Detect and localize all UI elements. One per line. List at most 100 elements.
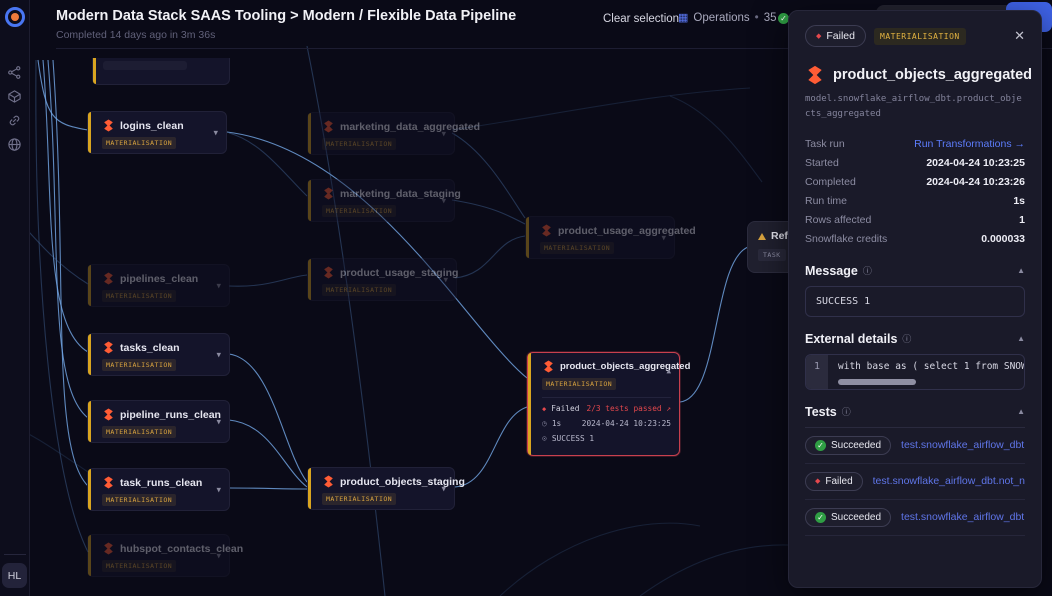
test-link[interactable]: test.snowflake_airflow_dbt.not_null_pr (901, 511, 1025, 524)
status-badge: ◆ Failed (805, 25, 866, 47)
chevron-down-icon[interactable]: ▾ (216, 484, 221, 494)
detail-row: Snowflake credits 0.000033 (805, 230, 1025, 249)
chevron-down-icon[interactable]: ▾ (661, 232, 666, 242)
detail-label: Started (805, 157, 839, 170)
node-status-stripe (528, 353, 531, 455)
status-badge-label: Failed (826, 30, 855, 42)
dbt-icon (322, 266, 335, 279)
test-status-label: Succeeded (831, 439, 882, 451)
dbt-icon (102, 272, 115, 285)
node-label: logins_clean (120, 119, 184, 132)
detail-row: Completed 2024-04-24 10:23:26 (805, 173, 1025, 192)
breadcrumb-title: Modern Data Stack SAAS Tooling > Modern … (56, 8, 517, 24)
node-product-objects-staging[interactable]: product_objects_staging MATERIALISATION … (307, 467, 465, 510)
collapse-icon[interactable]: ▲ (1017, 407, 1025, 417)
node-tasks-clean[interactable]: tasks_clean MATERIALISATION ▾ (87, 333, 230, 376)
node-pipeline-runs-clean[interactable]: pipeline_runs_clean MATERIALISATION ▾ (87, 400, 230, 443)
collapse-icon[interactable]: ▲ (1017, 334, 1025, 344)
node-runtime: 1s (551, 419, 562, 428)
dbt-icon (102, 542, 115, 555)
tests-summary-link[interactable]: 2/3 tests passed ↗ (586, 404, 672, 413)
collapse-icon[interactable]: ▲ (1017, 266, 1025, 276)
top-header: Modern Data Stack SAAS Tooling > Modern … (30, 0, 1052, 50)
node-hubspot-contacts-clean[interactable]: hubspot_contacts_clean MATERIALISATION ▾ (87, 534, 243, 577)
user-avatar[interactable]: HL (2, 563, 27, 588)
node-partial-top[interactable] (92, 58, 230, 85)
chevron-down-icon[interactable]: ▾ (441, 128, 446, 138)
node-pipelines-clean[interactable]: pipelines_clean MATERIALISATION ▾ (87, 264, 230, 307)
chevron-down-icon[interactable]: ▾ (216, 280, 221, 290)
dbt-icon (805, 65, 825, 85)
node-label: product_objects_staging (340, 475, 465, 488)
node-status-stripe (308, 259, 311, 300)
detail-value: 0.000033 (981, 233, 1025, 246)
detail-row: Task run Run Transformations → (805, 135, 1025, 154)
link-icon[interactable] (7, 113, 22, 128)
close-icon[interactable]: ✕ (1014, 28, 1025, 43)
test-link[interactable]: test.snowflake_airflow_dbt.unique_pro (901, 439, 1025, 452)
failed-diamond-icon: ◆ (542, 404, 547, 413)
chevron-down-icon[interactable]: ▾ (216, 416, 221, 426)
node-label: product_objects_aggregated (560, 361, 691, 372)
node-status-stripe (526, 217, 529, 258)
operations-counter[interactable]: ▦ Operations • 35 (678, 12, 777, 24)
tests-divider (805, 426, 1025, 428)
separator-dot: • (754, 12, 759, 24)
test-row: ◆ Failed test.snowflake_airflow_dbt.not_… (805, 464, 1025, 500)
node-product-usage-aggregated[interactable]: product_usage_aggregated MATERIALISATION… (525, 216, 696, 259)
run-status-subtitle: Completed 14 days ago in 3m 36s (56, 29, 216, 41)
node-task-runs-clean[interactable]: task_runs_clean MATERIALISATION ▾ (87, 468, 230, 511)
detail-label: Task run (805, 138, 845, 151)
line-number: 1 (806, 354, 828, 389)
materialisation-badge: MATERIALISATION (322, 205, 397, 217)
node-status-stripe (88, 112, 91, 153)
materialisation-badge: MATERIALISATION (540, 242, 615, 254)
external-details-section-header: External details ⓘ ▲ (805, 332, 1025, 346)
app-logo[interactable] (4, 7, 25, 27)
horizontal-scrollbar[interactable] (838, 378, 916, 385)
panel-title: product_objects_aggregated (833, 67, 1033, 83)
operations-label: Operations (693, 12, 750, 24)
dbt-icon (542, 360, 555, 373)
chevron-down-icon[interactable]: ▾ (441, 195, 446, 205)
clear-selection-button[interactable]: Clear selection (603, 13, 680, 25)
chevron-down-icon[interactable]: ▾ (441, 483, 446, 493)
materialisation-badge: MATERIALISATION (102, 290, 177, 302)
detail-value: 1s (1013, 195, 1025, 208)
materialisation-badge: MATERIALISATION (542, 378, 617, 390)
info-icon: ⓘ (862, 266, 872, 277)
pipeline-graph-icon[interactable] (7, 65, 22, 80)
chevron-up-icon[interactable]: ▴ (666, 365, 671, 376)
node-status-stripe (308, 180, 311, 221)
node-status-stripe (88, 401, 91, 442)
test-status-badge: ✓ Succeeded (805, 435, 892, 455)
node-logins-clean[interactable]: logins_clean MATERIALISATION ▾ (87, 111, 227, 154)
chevron-down-icon[interactable]: ▾ (216, 349, 221, 359)
test-row: ✓ Succeeded test.snowflake_airflow_dbt.u… (805, 428, 1025, 464)
test-link[interactable]: test.snowflake_airflow_dbt.not_null_pr (872, 475, 1025, 488)
chevron-down-icon[interactable]: ▾ (443, 274, 448, 284)
detail-panel: ◆ Failed MATERIALISATION ✕ product_objec… (788, 10, 1042, 588)
detail-value: 1 (1019, 214, 1025, 227)
node-label: marketing_data_aggregated (340, 120, 481, 133)
detail-row: Rows affected 1 (805, 211, 1025, 230)
chevron-down-icon[interactable]: ▾ (216, 550, 221, 560)
dbt-icon (102, 119, 115, 132)
status-circle-icon: ⊙ (542, 434, 547, 443)
chevron-down-icon[interactable]: ▾ (213, 127, 218, 137)
clock-icon: ◷ (542, 419, 547, 428)
detail-label: Rows affected (805, 214, 872, 227)
section-title: Tests (805, 404, 837, 419)
task-run-link[interactable]: Run Transformations → (914, 138, 1025, 151)
node-product-objects-aggregated-selected[interactable]: product_objects_aggregated MATERIALISATI… (527, 352, 690, 456)
test-row: ✓ Succeeded test.snowflake_airflow_dbt.n… (805, 500, 1025, 536)
node-marketing-data-staging[interactable]: marketing_data_staging MATERIALISATION ▾ (307, 179, 461, 222)
node-divider (542, 397, 671, 398)
node-marketing-data-aggregated[interactable]: marketing_data_aggregated MATERIALISATIO… (307, 112, 480, 155)
cube-icon[interactable] (7, 89, 22, 104)
globe-icon[interactable] (7, 137, 22, 152)
success-check-icon: ✓ (815, 439, 826, 451)
node-product-usage-staging[interactable]: product_usage_staging MATERIALISATION ▾ (307, 258, 458, 301)
node-partial-pill (103, 61, 187, 70)
materialisation-badge: MATERIALISATION (322, 138, 397, 150)
